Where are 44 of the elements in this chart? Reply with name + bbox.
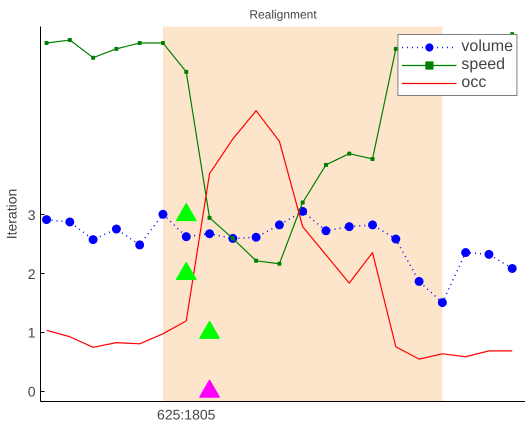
chart-title: Realignment bbox=[249, 8, 318, 22]
point bbox=[138, 40, 142, 45]
point bbox=[370, 156, 375, 161]
point bbox=[44, 40, 49, 45]
point bbox=[414, 276, 424, 286]
point bbox=[461, 248, 470, 258]
point bbox=[208, 216, 212, 220]
point bbox=[368, 220, 378, 230]
point bbox=[321, 226, 330, 236]
point bbox=[158, 210, 168, 219]
line-series bbox=[46, 110, 513, 360]
point bbox=[42, 215, 52, 224]
point bbox=[508, 264, 517, 273]
point bbox=[324, 162, 328, 167]
point bbox=[135, 240, 144, 250]
point bbox=[65, 217, 74, 226]
y-axis-title: Iteration bbox=[4, 188, 20, 240]
point bbox=[68, 38, 72, 42]
point bbox=[205, 229, 214, 238]
legend-label: occ bbox=[461, 74, 486, 92]
point bbox=[254, 258, 258, 263]
point bbox=[160, 40, 165, 45]
point bbox=[344, 222, 354, 232]
point bbox=[484, 250, 494, 259]
point bbox=[438, 298, 447, 308]
point bbox=[114, 46, 118, 51]
point bbox=[112, 224, 121, 234]
y-tick-label: 1 bbox=[28, 324, 36, 341]
y-tick-label: 3 bbox=[28, 206, 36, 223]
point bbox=[252, 232, 261, 242]
x-tick-label: 625:1805 bbox=[157, 406, 216, 422]
point bbox=[88, 235, 98, 244]
y-tick-label: 2 bbox=[28, 266, 36, 282]
point bbox=[300, 200, 305, 205]
point bbox=[391, 234, 400, 244]
point bbox=[182, 232, 191, 242]
point bbox=[91, 56, 96, 60]
y-tick-label: 0 bbox=[28, 383, 36, 400]
point bbox=[347, 152, 352, 156]
legend-label: speed bbox=[461, 56, 506, 74]
legend-label: volume bbox=[461, 38, 513, 56]
point bbox=[274, 220, 284, 230]
point bbox=[184, 70, 188, 74]
point bbox=[277, 262, 282, 266]
